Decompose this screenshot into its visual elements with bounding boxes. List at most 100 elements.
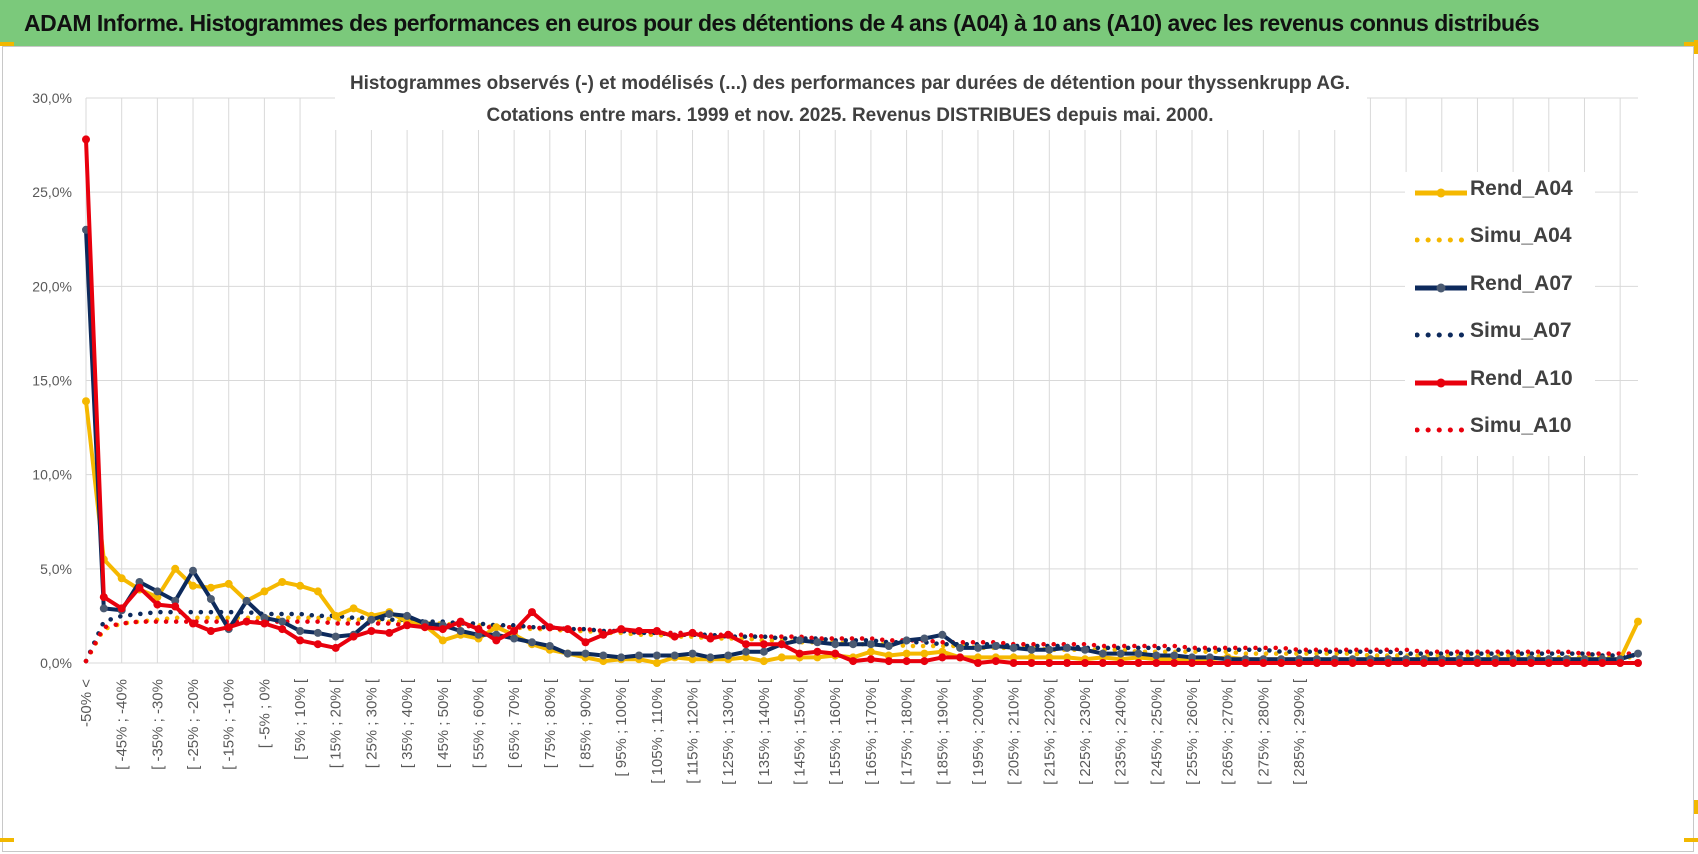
- data-point-rend-a07: [884, 642, 893, 650]
- data-point-rend-a10: [1509, 659, 1518, 667]
- data-point-rend-a04: [260, 587, 269, 596]
- data-point-rend-a07: [831, 640, 840, 649]
- data-point-rend-a10: [99, 593, 108, 602]
- x-tick-label: [ 275% ; 280% [: [1255, 678, 1272, 785]
- data-point-rend-a10: [171, 602, 180, 611]
- data-point-rend-a10: [1544, 659, 1553, 667]
- x-tick-label: [ 285% ; 290% [: [1291, 678, 1308, 785]
- data-point-rend-a04: [117, 574, 126, 583]
- data-point-rend-a04: [438, 636, 447, 645]
- data-point-rend-a10: [206, 627, 215, 635]
- data-point-rend-a10: [456, 617, 465, 626]
- data-point-rend-a07: [956, 643, 965, 652]
- data-point-rend-a10: [831, 649, 840, 658]
- data-point-rend-a10: [278, 625, 287, 634]
- series-line-simu-a10: [83, 619, 1641, 664]
- data-point-rend-a10: [1241, 659, 1250, 667]
- data-point-rend-a10: [1134, 659, 1143, 667]
- data-point-rend-a07: [991, 642, 1000, 650]
- data-point-rend-a07: [849, 640, 858, 649]
- legend-label-simu-a04: Simu_A04: [1470, 224, 1572, 248]
- data-point-rend-a07: [759, 647, 768, 656]
- x-tick-label: [ 165% ; 170% [: [863, 678, 880, 785]
- data-point-rend-a10: [706, 634, 715, 643]
- x-tick-label: [ 85% ; 90% [: [577, 678, 594, 768]
- data-point-rend-a07: [1152, 651, 1161, 660]
- data-point-rend-a10: [1634, 659, 1642, 667]
- y-tick-label: 20,0%: [32, 278, 72, 294]
- data-point-rend-a04: [1045, 653, 1054, 662]
- data-point-rend-a04: [1634, 617, 1642, 626]
- data-point-rend-a04: [82, 397, 90, 406]
- data-point-rend-a10: [1402, 659, 1411, 667]
- legend-swatch-rend-a10: [1415, 378, 1467, 388]
- series-rend-a10: [82, 135, 1642, 667]
- data-point-rend-a07: [813, 638, 822, 647]
- data-point-rend-a04: [189, 581, 197, 590]
- data-point-rend-a10: [349, 632, 358, 641]
- data-point-rend-a10: [652, 627, 661, 635]
- data-point-rend-a07: [313, 628, 322, 637]
- data-point-rend-a10: [117, 604, 126, 613]
- data-point-rend-a07: [599, 651, 608, 660]
- data-point-rend-a10: [438, 625, 447, 634]
- legend-label-rend-a04: Rend_A04: [1470, 177, 1573, 200]
- data-point-rend-a07: [206, 595, 215, 603]
- data-point-rend-a04: [349, 604, 358, 613]
- data-point-rend-a04: [153, 593, 162, 602]
- data-point-rend-a10: [688, 628, 697, 637]
- data-point-rend-a07: [938, 630, 947, 639]
- data-point-rend-a07: [706, 653, 715, 662]
- legend-swatch-rend-a07: [1415, 283, 1467, 293]
- y-tick-label: 25,0%: [32, 184, 72, 200]
- corner-mark: [1694, 800, 1698, 814]
- x-tick-label: [ 55% ; 60% [: [470, 678, 487, 768]
- report-title: ADAM Informe. Histogrammes des performan…: [24, 10, 1540, 36]
- data-point-rend-a07: [296, 627, 305, 635]
- x-tick-label: [ 185% ; 190% [: [934, 678, 951, 785]
- data-point-rend-a10: [795, 649, 804, 658]
- data-point-rend-a07: [724, 651, 733, 660]
- x-tick-label: [ 215% ; 220% [: [1041, 678, 1058, 785]
- data-point-rend-a10: [153, 600, 162, 609]
- data-point-rend-a10: [492, 636, 501, 645]
- data-point-rend-a07: [920, 634, 929, 643]
- y-tick-label: 30,0%: [32, 90, 72, 106]
- data-point-rend-a10: [367, 627, 376, 635]
- y-axis-ticks: 0,0% 5,0% 10,0% 15,0% 20,0% 25,0% 30,0%: [32, 90, 72, 671]
- data-point-rend-a04: [1063, 653, 1072, 662]
- data-point-rend-a10: [1063, 659, 1072, 667]
- data-point-rend-a10: [1527, 659, 1535, 667]
- legend-item-simu-a07: Simu_A07: [1405, 314, 1595, 361]
- x-tick-label: [ 235% ; 240% [: [1113, 678, 1130, 785]
- data-point-rend-a10: [1098, 659, 1107, 667]
- title-background: [335, 64, 1367, 130]
- data-point-rend-a07: [367, 615, 376, 624]
- data-point-rend-a07: [528, 638, 536, 647]
- data-point-rend-a10: [884, 657, 893, 666]
- data-point-rend-a04: [938, 647, 947, 656]
- data-point-rend-a10: [866, 655, 875, 664]
- legend-label-rend-a07: Rend_A07: [1470, 271, 1573, 295]
- data-point-rend-a10: [920, 657, 929, 666]
- data-point-rend-a10: [1419, 659, 1428, 667]
- data-point-rend-a10: [474, 625, 483, 634]
- corner-mark: [0, 838, 14, 842]
- x-tick-label: [ 5% ; 10% [: [292, 678, 309, 760]
- x-tick-label: [ 265% ; 270% [: [1220, 678, 1237, 785]
- data-point-rend-a10: [1081, 659, 1089, 667]
- data-point-rend-a10: [1223, 659, 1232, 667]
- data-point-rend-a04: [599, 657, 608, 666]
- x-tick-label: [ 45% ; 50% [: [435, 678, 452, 768]
- data-point-rend-a07: [1098, 649, 1107, 658]
- data-point-rend-a04: [902, 649, 911, 658]
- data-point-rend-a10: [902, 657, 911, 666]
- data-point-rend-a07: [866, 640, 875, 649]
- data-point-rend-a10: [599, 630, 608, 639]
- legend-label-simu-a07: Simu_A07: [1470, 319, 1572, 343]
- data-point-rend-a10: [1473, 659, 1482, 667]
- y-tick-label: 5,0%: [40, 561, 72, 577]
- data-point-rend-a07: [153, 587, 162, 596]
- data-point-rend-a07: [670, 651, 679, 660]
- data-point-rend-a07: [1134, 649, 1143, 658]
